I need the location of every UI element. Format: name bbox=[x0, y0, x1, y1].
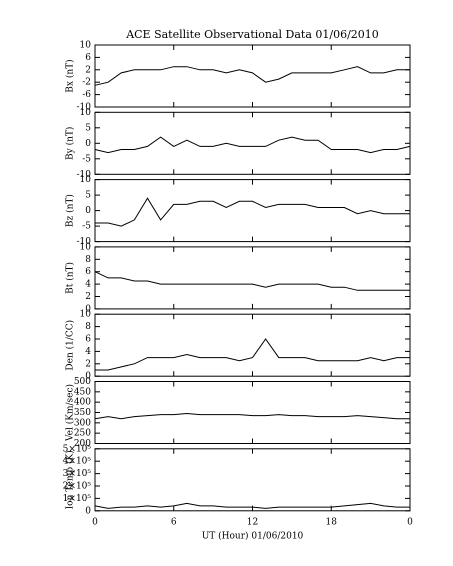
y-tick-label: 2 bbox=[85, 292, 91, 302]
y-tick-label: 400 bbox=[74, 398, 91, 408]
y-tick-label: 0 bbox=[85, 139, 91, 149]
y-axis-label: Bx (nT) bbox=[65, 59, 76, 92]
y-tick-label: 6 bbox=[85, 53, 91, 63]
panel-frame bbox=[94, 246, 411, 310]
y-tick-label: 500 bbox=[74, 377, 91, 387]
y-tick-label: -2 bbox=[82, 78, 91, 88]
y-tick-label: 10 bbox=[80, 175, 92, 185]
panel-frame bbox=[94, 448, 411, 512]
y-tick-label: 10 bbox=[80, 108, 92, 118]
panel-frame bbox=[94, 179, 411, 243]
y-tick-label: 2×10⁵ bbox=[63, 482, 92, 492]
y-tick-label: 8 bbox=[85, 322, 91, 332]
chart-title: ACE Satellite Observational Data 01/06/2… bbox=[125, 28, 379, 41]
y-tick-label: 6 bbox=[85, 267, 91, 277]
y-tick-label: 0 bbox=[85, 304, 91, 314]
x-tick-label: 6 bbox=[171, 517, 177, 527]
y-tick-label: 6 bbox=[85, 335, 91, 345]
panel-frame bbox=[94, 111, 411, 175]
data-line bbox=[94, 413, 410, 420]
data-line bbox=[94, 502, 410, 509]
data-line bbox=[95, 197, 410, 227]
y-tick-label: 200 bbox=[74, 439, 91, 449]
x-tick-label: 18 bbox=[326, 517, 338, 527]
y-tick-label: 450 bbox=[74, 387, 91, 397]
y-tick-label: 8 bbox=[85, 255, 91, 265]
y-tick-label: -5 bbox=[82, 154, 91, 164]
y-axis-label: Bt (nT) bbox=[65, 262, 76, 294]
y-tick-label: 2 bbox=[85, 359, 91, 369]
y-tick-label: 3×10⁵ bbox=[63, 469, 92, 479]
y-tick-label: 350 bbox=[74, 408, 91, 418]
y-axis-label: Den (1/CC) bbox=[65, 320, 76, 371]
y-tick-label: 250 bbox=[74, 429, 91, 439]
y-tick-label: 10 bbox=[80, 242, 92, 252]
y-tick-label: 2 bbox=[85, 65, 91, 75]
x-axis-label: UT (Hour) 01/06/2010 bbox=[202, 530, 304, 541]
y-tick-label: 0 bbox=[85, 506, 91, 516]
y-tick-label: -6 bbox=[82, 90, 91, 100]
y-tick-label: 300 bbox=[74, 418, 91, 428]
y-tick-label: 4×10⁵ bbox=[63, 457, 92, 467]
y-tick-label: 5 bbox=[85, 191, 91, 201]
y-axis-label: By (nT) bbox=[65, 127, 76, 160]
y-tick-label: -10 bbox=[77, 237, 92, 247]
y-tick-label: -10 bbox=[77, 170, 92, 180]
x-tick-label: 0 bbox=[92, 517, 98, 527]
y-tick-label: 10 bbox=[80, 310, 92, 320]
y-axis-label: Ion Temp (K) bbox=[65, 450, 76, 509]
y-tick-label: 10 bbox=[80, 41, 92, 51]
panel-frame bbox=[94, 44, 411, 108]
x-tick-label: 0 bbox=[407, 517, 413, 527]
data-line bbox=[94, 136, 411, 154]
data-line bbox=[94, 271, 410, 291]
y-tick-label: 1×10⁵ bbox=[63, 494, 92, 504]
y-tick-label: -5 bbox=[82, 222, 91, 232]
y-axis-label: Bz (nT) bbox=[65, 194, 76, 227]
y-tick-label: 0 bbox=[85, 372, 91, 382]
y-tick-label: 4 bbox=[85, 280, 91, 290]
panel-frame bbox=[94, 313, 411, 377]
y-tick-label: 0 bbox=[85, 206, 91, 216]
x-tick-label: 12 bbox=[247, 517, 258, 527]
data-line bbox=[95, 338, 410, 371]
y-axis-label: Vel (Km/sec) bbox=[65, 384, 76, 442]
y-tick-label: -10 bbox=[77, 103, 92, 113]
y-tick-label: 4 bbox=[85, 347, 91, 357]
data-line bbox=[94, 66, 410, 86]
y-tick-label: 5×10⁵ bbox=[63, 444, 92, 454]
y-tick-label: 5 bbox=[85, 123, 91, 133]
panel-frame bbox=[94, 381, 411, 444]
